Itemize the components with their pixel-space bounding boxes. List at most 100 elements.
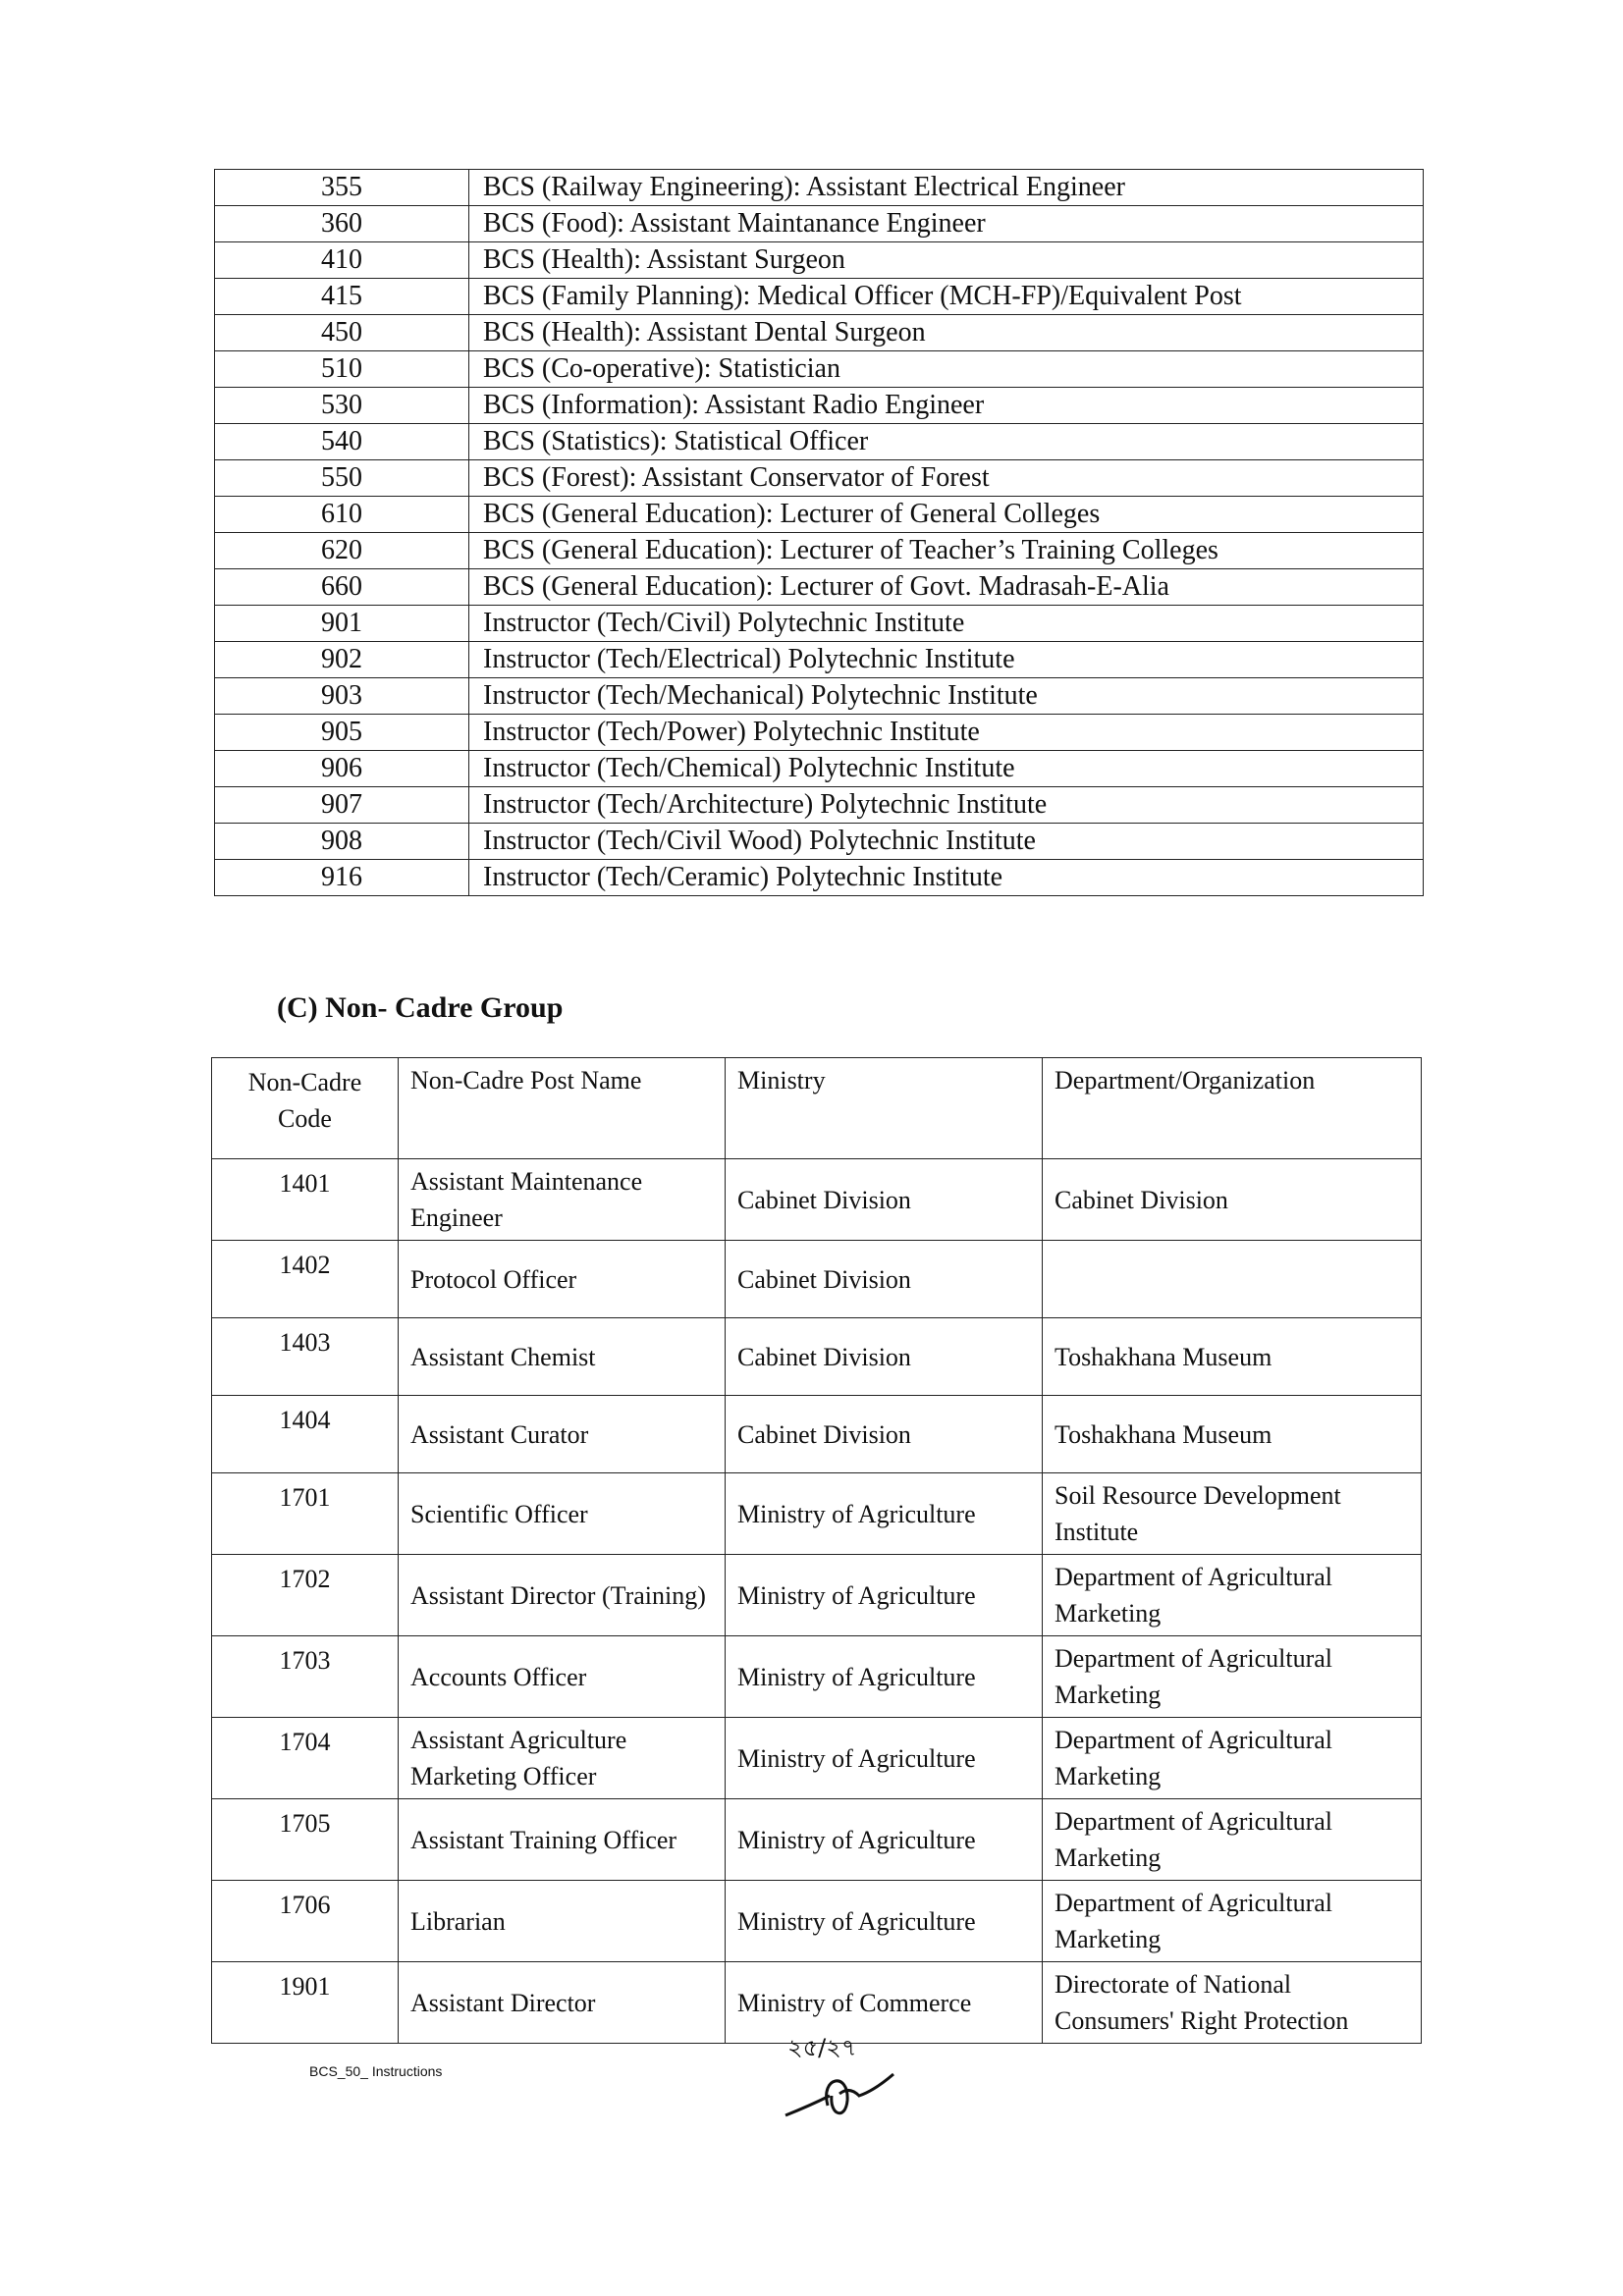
post-name: Protocol Officer — [398, 1240, 726, 1318]
post-name: Instructor (Tech/Power) Polytechnic Inst… — [468, 714, 1424, 751]
ministry: Ministry of Agriculture — [725, 1717, 1043, 1799]
post-name: Assistant Agriculture Marketing Officer — [398, 1717, 726, 1799]
department: Department of Agricultural Marketing — [1042, 1717, 1422, 1799]
post-code: 906 — [214, 750, 469, 787]
table-row: 540 BCS (Statistics): Statistical Officer — [214, 423, 1424, 460]
department: Soil Resource Development Institute — [1042, 1472, 1422, 1555]
department: Toshakhana Museum — [1042, 1395, 1422, 1473]
post-name: Assistant Director — [398, 1961, 726, 2044]
post-name: Scientific Officer — [398, 1472, 726, 1555]
non-cadre-code: 1401 — [211, 1158, 399, 1241]
post-name: BCS (Food): Assistant Maintanance Engine… — [468, 205, 1424, 242]
non-cadre-code: 1402 — [211, 1240, 399, 1318]
ministry: Ministry of Commerce — [725, 1961, 1043, 2044]
post-name: Instructor (Tech/Chemical) Polytechnic I… — [468, 750, 1424, 787]
department: Department of Agricultural Marketing — [1042, 1880, 1422, 1962]
section-heading: (C) Non- Cadre Group — [277, 991, 564, 1024]
table-row: 1403 Assistant Chemist Cabinet Division Tos… — [211, 1317, 1422, 1396]
table-row: 355 BCS (Railway Engineering): Assistant … — [214, 169, 1424, 206]
table-row: 1703 Accounts Officer Ministry of Agricult… — [211, 1635, 1422, 1718]
post-name: BCS (Forest): Assistant Conservator of F… — [468, 459, 1424, 497]
table-row: 510 BCS (Co-operative): Statistician — [214, 350, 1424, 388]
post-name: BCS (Health): Assistant Dental Surgeon — [468, 314, 1424, 351]
post-name: Assistant Training Officer — [398, 1798, 726, 1881]
post-name: Accounts Officer — [398, 1635, 726, 1718]
post-name: Instructor (Tech/Architecture) Polytechn… — [468, 786, 1424, 824]
ministry: Ministry of Agriculture — [725, 1798, 1043, 1881]
post-code: 660 — [214, 568, 469, 606]
table-header-row: Non-Cadre Code Non-Cadre Post Name Minis… — [211, 1057, 1422, 1159]
department: Department of Agricultural Marketing — [1042, 1798, 1422, 1881]
table-row: 530 BCS (Information): Assistant Radio En… — [214, 387, 1424, 424]
post-name: Assistant Curator — [398, 1395, 726, 1473]
table-row: 610 BCS (General Education): Lecturer of … — [214, 496, 1424, 533]
table-row: 901 Instructor (Tech/Civil) Polytechnic I… — [214, 605, 1424, 642]
post-code: 610 — [214, 496, 469, 533]
department: Department of Agricultural Marketing — [1042, 1554, 1422, 1636]
post-name: Assistant Director (Training) — [398, 1554, 726, 1636]
ministry: Cabinet Division — [725, 1240, 1043, 1318]
post-name: Instructor (Tech/Ceramic) Polytechnic In… — [468, 859, 1424, 896]
post-name: Instructor (Tech/Mechanical) Polytechnic… — [468, 677, 1424, 715]
table-row: 1702 Assistant Director (Training) Ministr… — [211, 1554, 1422, 1636]
signature — [784, 2072, 894, 2117]
non-cadre-code: 1705 — [211, 1798, 399, 1881]
ministry: Cabinet Division — [725, 1395, 1043, 1473]
post-code: 901 — [214, 605, 469, 642]
post-code: 908 — [214, 823, 469, 860]
non-cadre-table: Non-Cadre Code Non-Cadre Post Name Minis… — [211, 1057, 1422, 2044]
post-name: BCS (Health): Assistant Surgeon — [468, 241, 1424, 279]
post-name: Instructor (Tech/Civil Wood) Polytechnic… — [468, 823, 1424, 860]
ministry: Ministry of Agriculture — [725, 1880, 1043, 1962]
header-ministry: Ministry — [725, 1057, 1043, 1159]
post-code: 550 — [214, 459, 469, 497]
post-code: 620 — [214, 532, 469, 569]
post-name: BCS (General Education): Lecturer of Tea… — [468, 532, 1424, 569]
post-name: Assistant Chemist — [398, 1317, 726, 1396]
non-cadre-code: 1403 — [211, 1317, 399, 1396]
table-row: 660 BCS (General Education): Lecturer of … — [214, 568, 1424, 606]
post-name: BCS (Statistics): Statistical Officer — [468, 423, 1424, 460]
page-number: ২৫/২৭ — [787, 2034, 857, 2061]
post-code: 905 — [214, 714, 469, 751]
post-name: BCS (Co-operative): Statistician — [468, 350, 1424, 388]
department: Toshakhana Museum — [1042, 1317, 1422, 1396]
non-cadre-code: 1404 — [211, 1395, 399, 1473]
post-name: Instructor (Tech/Electrical) Polytechnic… — [468, 641, 1424, 678]
table-row: 916 Instructor (Tech/Ceramic) Polytechnic… — [214, 859, 1424, 896]
header-code: Non-Cadre Code — [211, 1057, 399, 1159]
table-row: 908 Instructor (Tech/Civil Wood) Polytech… — [214, 823, 1424, 860]
table-row: 550 BCS (Forest): Assistant Conservator o… — [214, 459, 1424, 497]
post-code: 415 — [214, 278, 469, 315]
post-name: BCS (Railway Engineering): Assistant Ele… — [468, 169, 1424, 206]
post-name: BCS (Information): Assistant Radio Engin… — [468, 387, 1424, 424]
post-name: BCS (General Education): Lecturer of Gov… — [468, 568, 1424, 606]
non-cadre-code: 1706 — [211, 1880, 399, 1962]
post-name: Instructor (Tech/Civil) Polytechnic Inst… — [468, 605, 1424, 642]
non-cadre-code: 1701 — [211, 1472, 399, 1555]
cadre-posts-table: 355 BCS (Railway Engineering): Assistant … — [214, 169, 1424, 896]
ministry: Cabinet Division — [725, 1158, 1043, 1241]
post-code: 410 — [214, 241, 469, 279]
table-row: 1705 Assistant Training Officer Ministry o… — [211, 1798, 1422, 1881]
ministry: Ministry of Agriculture — [725, 1472, 1043, 1555]
department: Cabinet Division — [1042, 1158, 1422, 1241]
table-row: 1401 Assistant Maintenance Engineer Cabine… — [211, 1158, 1422, 1241]
table-row: 450 BCS (Health): Assistant Dental Surgeo… — [214, 314, 1424, 351]
post-code: 902 — [214, 641, 469, 678]
document-name: BCS_50_ Instructions — [309, 2063, 443, 2079]
post-name: Librarian — [398, 1880, 726, 1962]
non-cadre-code: 1704 — [211, 1717, 399, 1799]
post-code: 360 — [214, 205, 469, 242]
table-row: 1404 Assistant Curator Cabinet Division Tos… — [211, 1395, 1422, 1473]
table-row: 905 Instructor (Tech/Power) Polytechnic I… — [214, 714, 1424, 751]
non-cadre-code: 1703 — [211, 1635, 399, 1718]
post-code: 540 — [214, 423, 469, 460]
ministry: Cabinet Division — [725, 1317, 1043, 1396]
post-code: 907 — [214, 786, 469, 824]
department — [1042, 1240, 1422, 1318]
post-name: BCS (General Education): Lecturer of Gen… — [468, 496, 1424, 533]
table-row: 902 Instructor (Tech/Electrical) Polytech… — [214, 641, 1424, 678]
ministry: Ministry of Agriculture — [725, 1554, 1043, 1636]
table-row: 903 Instructor (Tech/Mechanical) Polytech… — [214, 677, 1424, 715]
